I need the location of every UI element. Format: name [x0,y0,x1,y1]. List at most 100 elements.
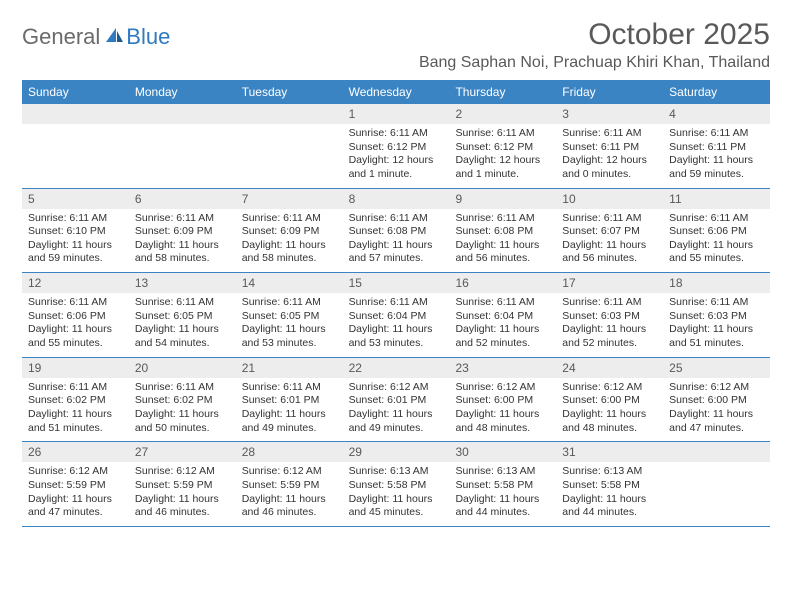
sunrise-line: Sunrise: 6:11 AM [455,127,550,141]
sunset-line: Sunset: 6:06 PM [28,310,123,324]
daylight-line: Daylight: 11 hours and 47 minutes. [28,493,123,520]
sunrise-line: Sunrise: 6:11 AM [455,296,550,310]
sunset-line: Sunset: 6:12 PM [349,141,444,155]
weekday-header: Thursday [449,81,556,103]
sunrise-line: Sunrise: 6:12 AM [242,465,337,479]
daylight-line: Daylight: 11 hours and 54 minutes. [135,323,230,350]
day-number: 17 [556,273,663,293]
sunrise-line: Sunrise: 6:11 AM [135,212,230,226]
daylight-line: Daylight: 11 hours and 53 minutes. [242,323,337,350]
day-cell: 17Sunrise: 6:11 AMSunset: 6:03 PMDayligh… [556,273,663,357]
day-body: Sunrise: 6:11 AMSunset: 6:04 PMDaylight:… [343,293,450,357]
day-body: Sunrise: 6:11 AMSunset: 6:12 PMDaylight:… [449,124,556,188]
daylight-line: Daylight: 12 hours and 0 minutes. [562,154,657,181]
sunrise-line: Sunrise: 6:12 AM [135,465,230,479]
sunset-line: Sunset: 5:59 PM [28,479,123,493]
sunrise-line: Sunrise: 6:11 AM [135,296,230,310]
daylight-line: Daylight: 11 hours and 55 minutes. [669,239,764,266]
sunset-line: Sunset: 6:00 PM [455,394,550,408]
day-cell: 2Sunrise: 6:11 AMSunset: 6:12 PMDaylight… [449,104,556,188]
day-cell: 20Sunrise: 6:11 AMSunset: 6:02 PMDayligh… [129,358,236,442]
week-row: 19Sunrise: 6:11 AMSunset: 6:02 PMDayligh… [22,357,770,442]
daylight-line: Daylight: 12 hours and 1 minute. [455,154,550,181]
day-number: 4 [663,104,770,124]
daylight-line: Daylight: 11 hours and 59 minutes. [669,154,764,181]
day-cell: 5Sunrise: 6:11 AMSunset: 6:10 PMDaylight… [22,189,129,273]
daylight-line: Daylight: 11 hours and 52 minutes. [562,323,657,350]
day-number: 27 [129,442,236,462]
weekday-row: SundayMondayTuesdayWednesdayThursdayFrid… [22,80,770,103]
day-cell [236,104,343,188]
weekday-header: Friday [556,81,663,103]
daylight-line: Daylight: 11 hours and 58 minutes. [135,239,230,266]
day-body [236,124,343,147]
day-cell: 18Sunrise: 6:11 AMSunset: 6:03 PMDayligh… [663,273,770,357]
day-cell: 16Sunrise: 6:11 AMSunset: 6:04 PMDayligh… [449,273,556,357]
day-cell: 7Sunrise: 6:11 AMSunset: 6:09 PMDaylight… [236,189,343,273]
day-number: 7 [236,189,343,209]
sunset-line: Sunset: 6:02 PM [135,394,230,408]
sunrise-line: Sunrise: 6:13 AM [455,465,550,479]
day-body: Sunrise: 6:11 AMSunset: 6:01 PMDaylight:… [236,378,343,442]
sunrise-line: Sunrise: 6:11 AM [562,127,657,141]
day-body: Sunrise: 6:11 AMSunset: 6:06 PMDaylight:… [663,209,770,273]
day-cell: 27Sunrise: 6:12 AMSunset: 5:59 PMDayligh… [129,442,236,526]
sunrise-line: Sunrise: 6:11 AM [455,212,550,226]
day-cell: 8Sunrise: 6:11 AMSunset: 6:08 PMDaylight… [343,189,450,273]
location: Bang Saphan Noi, Prachuap Khiri Khan, Th… [419,54,770,72]
day-cell: 6Sunrise: 6:11 AMSunset: 6:09 PMDaylight… [129,189,236,273]
day-body: Sunrise: 6:11 AMSunset: 6:02 PMDaylight:… [22,378,129,442]
day-cell: 31Sunrise: 6:13 AMSunset: 5:58 PMDayligh… [556,442,663,526]
sunset-line: Sunset: 5:58 PM [562,479,657,493]
sunset-line: Sunset: 6:00 PM [562,394,657,408]
sunset-line: Sunset: 6:01 PM [242,394,337,408]
day-body: Sunrise: 6:11 AMSunset: 6:03 PMDaylight:… [556,293,663,357]
day-cell: 10Sunrise: 6:11 AMSunset: 6:07 PMDayligh… [556,189,663,273]
day-body: Sunrise: 6:11 AMSunset: 6:05 PMDaylight:… [129,293,236,357]
sunrise-line: Sunrise: 6:12 AM [28,465,123,479]
sunset-line: Sunset: 6:03 PM [562,310,657,324]
day-number [22,104,129,124]
day-number: 3 [556,104,663,124]
day-number: 11 [663,189,770,209]
day-cell: 19Sunrise: 6:11 AMSunset: 6:02 PMDayligh… [22,358,129,442]
day-cell: 24Sunrise: 6:12 AMSunset: 6:00 PMDayligh… [556,358,663,442]
weekday-header: Saturday [663,81,770,103]
day-number: 23 [449,358,556,378]
daylight-line: Daylight: 11 hours and 55 minutes. [28,323,123,350]
day-cell [22,104,129,188]
sunset-line: Sunset: 6:09 PM [242,225,337,239]
sunset-line: Sunset: 5:59 PM [242,479,337,493]
sunset-line: Sunset: 5:58 PM [455,479,550,493]
weekday-header: Wednesday [343,81,450,103]
sunrise-line: Sunrise: 6:11 AM [562,212,657,226]
day-body: Sunrise: 6:12 AMSunset: 5:59 PMDaylight:… [129,462,236,526]
day-number: 28 [236,442,343,462]
day-body [129,124,236,147]
day-cell: 25Sunrise: 6:12 AMSunset: 6:00 PMDayligh… [663,358,770,442]
sunset-line: Sunset: 6:09 PM [135,225,230,239]
sunset-line: Sunset: 6:05 PM [242,310,337,324]
day-body: Sunrise: 6:11 AMSunset: 6:03 PMDaylight:… [663,293,770,357]
day-body: Sunrise: 6:11 AMSunset: 6:10 PMDaylight:… [22,209,129,273]
day-body: Sunrise: 6:11 AMSunset: 6:09 PMDaylight:… [129,209,236,273]
day-cell: 14Sunrise: 6:11 AMSunset: 6:05 PMDayligh… [236,273,343,357]
day-number: 19 [22,358,129,378]
logo: General Blue [22,18,170,50]
header: General Blue October 2025 Bang Saphan No… [22,18,770,72]
day-number: 21 [236,358,343,378]
day-cell: 23Sunrise: 6:12 AMSunset: 6:00 PMDayligh… [449,358,556,442]
sunrise-line: Sunrise: 6:11 AM [349,296,444,310]
day-body [22,124,129,147]
day-cell: 1Sunrise: 6:11 AMSunset: 6:12 PMDaylight… [343,104,450,188]
day-cell: 21Sunrise: 6:11 AMSunset: 6:01 PMDayligh… [236,358,343,442]
day-number [236,104,343,124]
day-number: 5 [22,189,129,209]
day-body: Sunrise: 6:11 AMSunset: 6:07 PMDaylight:… [556,209,663,273]
sunrise-line: Sunrise: 6:12 AM [349,381,444,395]
sunrise-line: Sunrise: 6:11 AM [562,296,657,310]
day-number: 16 [449,273,556,293]
day-cell [663,442,770,526]
day-number: 2 [449,104,556,124]
day-number: 24 [556,358,663,378]
